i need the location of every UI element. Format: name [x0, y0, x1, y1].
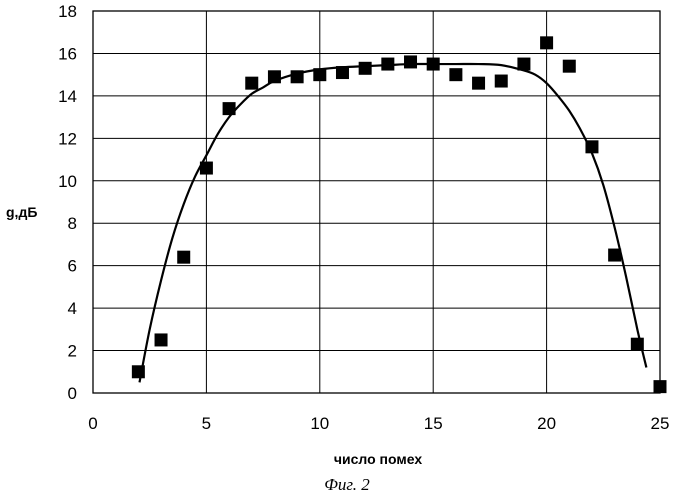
y-tick-labels: 0 2 4 6 8 10 12 14 16 18 [58, 2, 77, 403]
data-point [495, 75, 508, 88]
figure-caption: Фиг. 2 [324, 475, 370, 494]
data-point [200, 162, 213, 175]
y-tick-label: 14 [58, 87, 77, 106]
data-point [223, 102, 236, 115]
y-tick-label: 0 [68, 384, 77, 403]
y-tick-label: 2 [68, 342, 77, 361]
x-tick-label: 5 [202, 414, 211, 433]
x-tick-labels: 0 5 10 15 20 25 [88, 414, 669, 433]
data-point [563, 60, 576, 73]
data-point [608, 249, 621, 262]
data-point [132, 365, 145, 378]
x-axis-title: число помех [334, 451, 422, 467]
data-point [155, 333, 168, 346]
data-point [654, 380, 667, 393]
data-point [631, 338, 644, 351]
data-point [245, 77, 258, 90]
y-tick-label: 8 [68, 214, 77, 233]
data-points [132, 36, 667, 393]
y-tick-label: 6 [68, 257, 77, 276]
data-point [427, 58, 440, 71]
data-point [404, 55, 417, 68]
x-tick-label: 15 [424, 414, 443, 433]
x-tick-label: 20 [537, 414, 556, 433]
data-point [472, 77, 485, 90]
y-tick-label: 12 [58, 129, 77, 148]
y-axis-title: g,дБ [6, 204, 37, 220]
data-point [336, 66, 349, 79]
data-point [540, 36, 553, 49]
x-tick-label: 25 [651, 414, 670, 433]
y-tick-label: 4 [68, 299, 77, 318]
data-point [381, 58, 394, 71]
data-point [268, 70, 281, 83]
data-point [585, 140, 598, 153]
data-point [291, 70, 304, 83]
data-point [517, 58, 530, 71]
x-tick-label: 0 [88, 414, 97, 433]
data-point [359, 62, 372, 75]
y-tick-label: 10 [58, 172, 77, 191]
y-tick-label: 16 [58, 44, 77, 63]
data-point [177, 251, 190, 264]
data-point [313, 68, 326, 81]
y-tick-label: 18 [58, 2, 77, 21]
x-tick-label: 10 [310, 414, 329, 433]
data-point [449, 68, 462, 81]
